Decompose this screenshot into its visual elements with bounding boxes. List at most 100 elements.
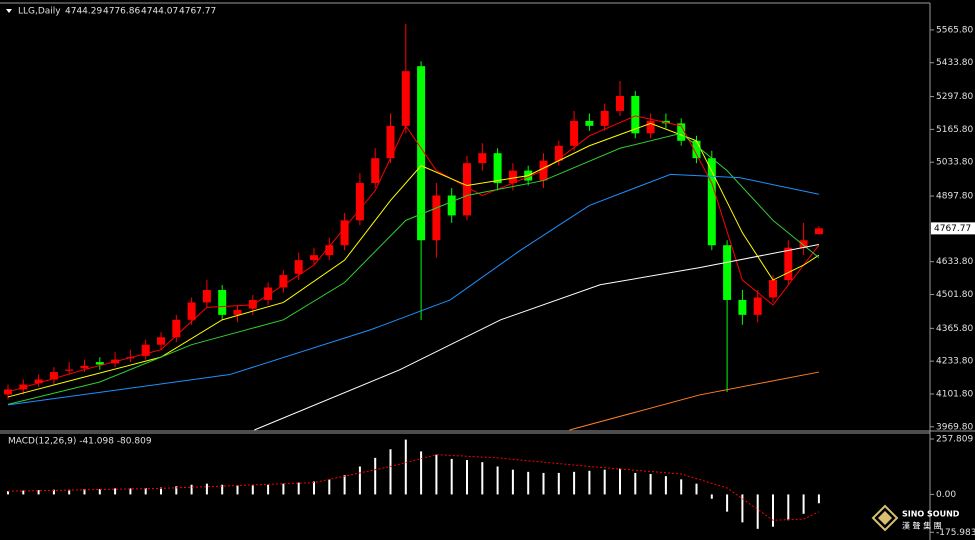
candle-body [34, 379, 43, 384]
y-tick-label: 4365.80 [936, 324, 973, 334]
candle-body [157, 337, 165, 345]
candle-body [447, 195, 456, 216]
candle-body [248, 299, 257, 309]
candle-body [95, 362, 104, 365]
macd-title: MACD(12,26,9) -41.098 -80.809 [8, 437, 152, 447]
candle-body [769, 280, 777, 298]
macd-bar [297, 482, 300, 495]
macd-bar [649, 473, 652, 495]
candle-body [677, 123, 686, 141]
macd-bar [114, 488, 117, 495]
candle-body [187, 302, 196, 320]
candle-body [279, 275, 288, 288]
macd-bar [573, 471, 576, 495]
macd-bar [496, 466, 499, 495]
y-tick-label: 4633.80 [936, 257, 973, 267]
macd-bar [557, 472, 560, 495]
header-value: 4776.86 [103, 7, 140, 17]
candle-body [172, 319, 181, 338]
y-tick-label: -175.983 [936, 528, 975, 538]
header-value: 4744.07 [141, 7, 178, 17]
y-tick-label: 0.00 [936, 490, 956, 500]
macd-bar [664, 476, 667, 495]
candle-body [4, 389, 12, 395]
symbol: LLG,Daily [18, 7, 61, 17]
macd-bar [466, 460, 468, 495]
y-tick-label: 4101.80 [936, 389, 973, 399]
moving-average [254, 243, 819, 431]
candle-body [80, 365, 89, 369]
macd-bar [190, 484, 193, 495]
macd-bar [7, 491, 9, 495]
candle-body [49, 372, 58, 380]
macd-bar [343, 475, 346, 495]
logo-icon [878, 511, 892, 525]
macd-bar [680, 479, 683, 495]
candle-body [463, 163, 471, 216]
macd-bar [741, 494, 744, 523]
candle-body [784, 247, 793, 281]
candle-body [202, 289, 211, 303]
candle-body [707, 158, 716, 246]
moving-average [7, 173, 820, 406]
y-tick-label: 5433.80 [936, 58, 973, 68]
y-tick-label: 3969.80 [936, 422, 973, 432]
macd-bar [726, 494, 729, 512]
macd-bar [221, 484, 224, 495]
candle-body [723, 245, 732, 300]
logo: SINO SOUND 漢 聲 集 團 [871, 504, 960, 532]
macd-bar [435, 454, 438, 495]
macd-bar [267, 484, 270, 495]
candle-body [141, 344, 150, 356]
macd-bar [144, 487, 147, 495]
macd-bar [772, 494, 774, 527]
macd-bar [98, 489, 101, 495]
y-tick-label: 5033.80 [936, 158, 973, 168]
candle-body [554, 145, 563, 161]
macd-bar [160, 487, 162, 495]
y-tick-label: 4501.80 [936, 290, 973, 300]
header: LLG,Daily 4744.29 4776.86 4744.07 4767.7… [6, 7, 216, 17]
candle-body [355, 183, 364, 221]
candle-body [386, 125, 395, 159]
macd-bar [756, 494, 759, 529]
macd-bar [420, 451, 423, 495]
candle-body [493, 153, 502, 184]
macd-bar [313, 481, 315, 495]
macd-bar [68, 489, 71, 495]
y-tick-label: 4897.80 [936, 192, 973, 202]
macd-bar [251, 485, 254, 495]
y-tick-label: 5165.80 [936, 125, 973, 135]
macd-bar [328, 479, 331, 495]
macd-bar [37, 490, 40, 495]
candle-body [799, 240, 808, 248]
macd-bar [802, 494, 805, 514]
moving-average [7, 115, 820, 393]
macd-bar [129, 488, 132, 495]
moving-average [7, 122, 820, 398]
macd-bar [52, 489, 55, 495]
candle-body [692, 140, 701, 159]
macd-bar [450, 458, 453, 495]
macd-bar [236, 485, 239, 495]
y-tick-label: 257.809 [936, 434, 973, 444]
macd-bar [358, 466, 361, 495]
macd-bar [619, 468, 621, 495]
last-price-label: 4767.77 [934, 224, 971, 234]
candle-body [371, 158, 380, 184]
macd-bar [389, 449, 392, 495]
y-tick-label: 5297.80 [936, 92, 973, 102]
candle-body [340, 220, 349, 246]
candle-body [294, 260, 303, 274]
macd-bar [374, 457, 377, 495]
candle-body [600, 110, 609, 126]
macd-bar [817, 494, 820, 504]
candle-body [218, 289, 227, 315]
candle-body [738, 299, 747, 315]
moving-average [7, 132, 820, 405]
macd-bar [481, 462, 484, 495]
macd-bar [787, 494, 790, 521]
candle-body [814, 228, 823, 235]
candle-body [401, 71, 410, 126]
